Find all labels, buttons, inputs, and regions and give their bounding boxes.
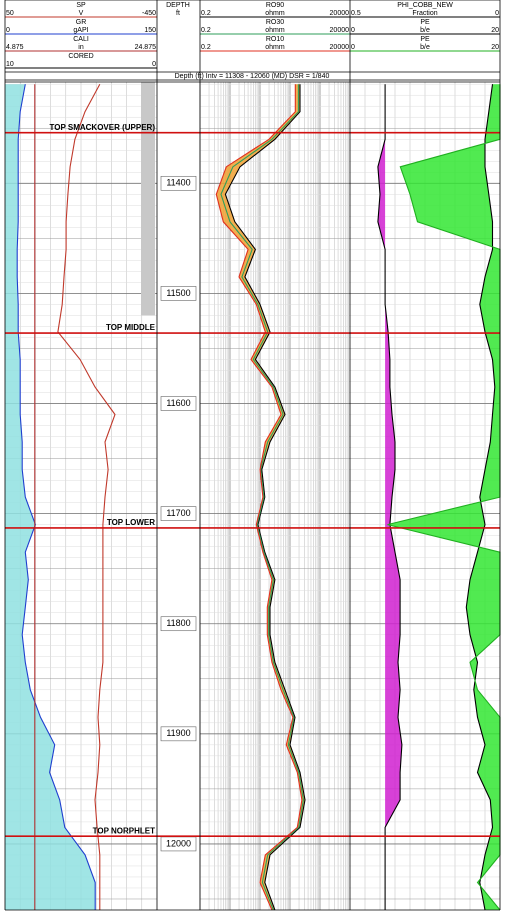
scale-max: 0 [152,61,156,68]
curve-unit: ohmm [265,10,285,17]
scale-min: 0.2 [201,44,211,51]
curve-name: PHI_COBB_NEW [397,2,453,9]
depth-unit: ft [176,10,180,17]
scale-min: 0 [6,27,10,34]
top-label: TOP SMACKOVER (UPPER) [50,123,156,132]
curve-unit: gAPI [73,27,88,34]
top-label: TOP MIDDLE [106,323,156,332]
curve-name: CORED [68,53,93,60]
log-curve [465,84,496,911]
curve-name: CALI [73,36,89,43]
log-curve [16,84,96,910]
curve-unit: b/e [420,27,430,34]
curve-unit: V [79,10,84,17]
depth-box [160,506,197,521]
log-curve [215,84,303,911]
curve-name: RO90 [266,2,284,9]
scale-min: 0.2 [201,10,211,17]
scale-min: 10 [6,61,14,68]
curve-fill [5,84,96,910]
depth-label: 11800 [166,618,190,628]
scale-max: 150 [144,27,156,34]
scale-max: 20000 [330,44,350,51]
depth-label: 11700 [166,508,190,518]
depth-box [160,726,197,742]
depth-label: 12000 [166,838,191,848]
curve-unit: b/e [420,44,430,51]
depth-label: 11400 [166,178,190,188]
log-curve [220,84,304,911]
scale-min: 0.2 [201,27,211,34]
depth-box [160,175,197,191]
scale-max: 20 [491,44,499,51]
log-curve [377,84,403,910]
scale-max: 20 [491,27,499,34]
scale-max: 20000 [330,27,350,34]
scale-max: -450 [142,10,156,17]
scale-max: 24.875 [135,44,157,51]
curve-name: RO30 [266,19,284,26]
scale-min: 0 [351,44,355,51]
depth-header: DEPTH [166,2,190,9]
curve-name: PE [420,36,430,43]
scale-max: 0 [495,10,499,17]
depth-label: 11500 [166,288,190,298]
curve-name: GR [76,19,87,26]
scale-min: 4.875 [6,44,24,51]
curve-name: SP [76,2,86,9]
log-curve [57,83,116,910]
curve-unit: in [78,44,84,51]
curve-unit: ohmm [265,44,285,51]
top-label: TOP LOWER [107,518,155,527]
depth-box [160,616,197,632]
curve-fill [377,84,402,910]
depth-label: 11900 [166,728,190,738]
depth-box [160,286,197,301]
scale-min: 0 [351,27,355,34]
curve-name: RO10 [266,36,284,43]
scale-min: 0.5 [351,10,361,17]
depth-box [160,396,197,411]
scale-max: 20000 [330,10,350,17]
depth-label: 11600 [166,398,190,408]
curve-name: PE [420,19,430,26]
top-label: TOP NORPHLET [93,826,155,835]
log-subtitle: Depth (ft) Intv = 11308 - 12060 (MD) DSR… [175,73,330,80]
scale-min: 50 [6,10,14,17]
curve-unit: Fraction [412,10,437,17]
curve-unit: ohmm [265,27,285,34]
log-curve [224,84,306,911]
cored-bar [141,82,155,316]
